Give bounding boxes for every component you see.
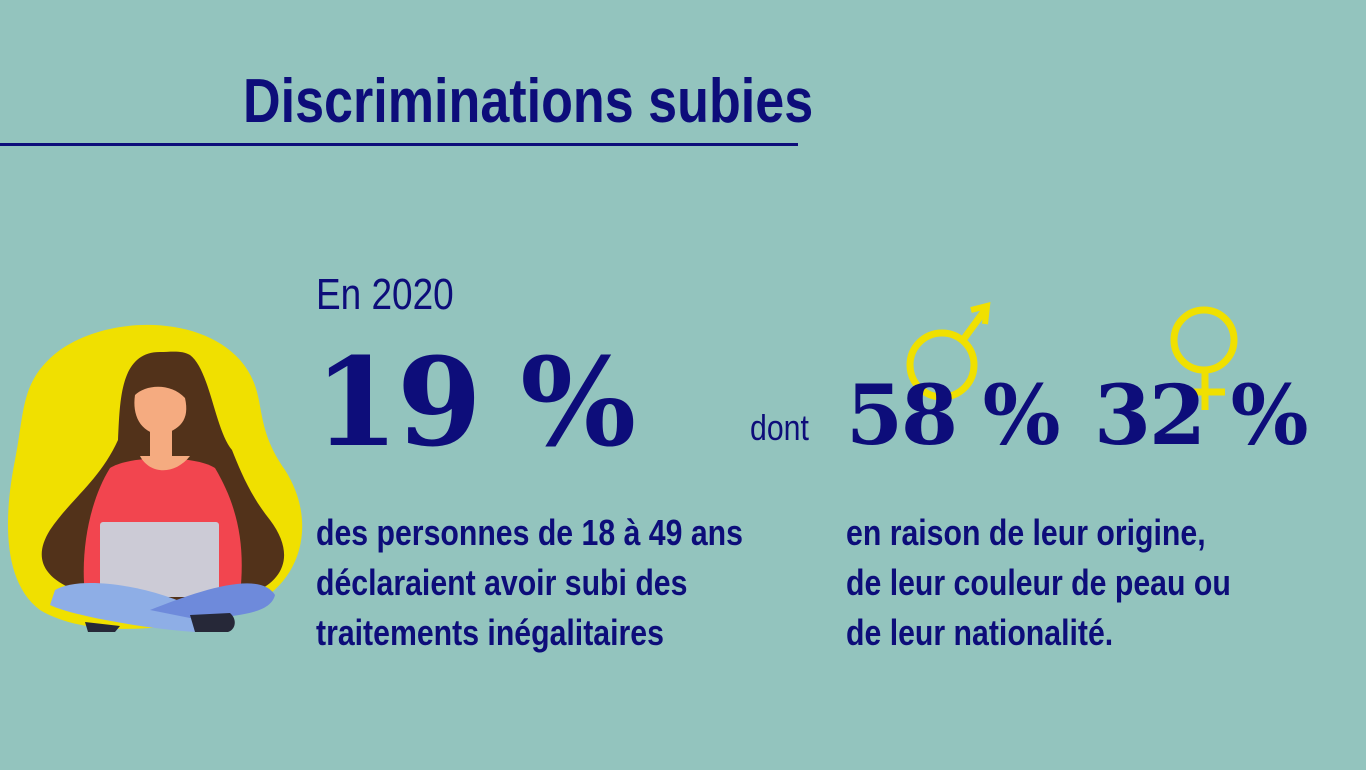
description-line: traitements inégalitaires	[316, 612, 664, 653]
female-symbol-icon	[1170, 306, 1238, 410]
legs	[50, 582, 200, 632]
male-symbol-icon	[906, 302, 991, 401]
page-title: Discriminations subies	[243, 67, 814, 136]
main-description: des personnes de 18 à 49 ans déclaraient…	[316, 508, 743, 658]
connector-text: dont	[750, 407, 809, 448]
year-label: En 2020	[316, 270, 454, 319]
description-line: de leur nationalité.	[846, 612, 1114, 653]
male-stat: 58 %	[846, 368, 1061, 464]
woman-laptop-illustration	[7, 324, 303, 632]
main-stat: 19 %	[314, 330, 636, 474]
laptop	[100, 522, 219, 597]
neck	[150, 428, 172, 458]
shoe	[190, 613, 235, 632]
female-stat: 32 %	[1094, 368, 1309, 464]
shoe-left	[85, 622, 120, 632]
legs-right	[150, 583, 275, 620]
description-line: en raison de leur origine,	[846, 512, 1206, 553]
description-line: de leur couleur de peau ou	[846, 562, 1231, 603]
description-line: déclaraient avoir subi des	[316, 562, 688, 603]
collar	[140, 456, 190, 471]
sub-description: en raison de leur origine, de leur coule…	[846, 508, 1231, 658]
title-underline	[0, 143, 798, 146]
face	[134, 386, 187, 435]
description-line: des personnes de 18 à 49 ans	[316, 512, 743, 553]
